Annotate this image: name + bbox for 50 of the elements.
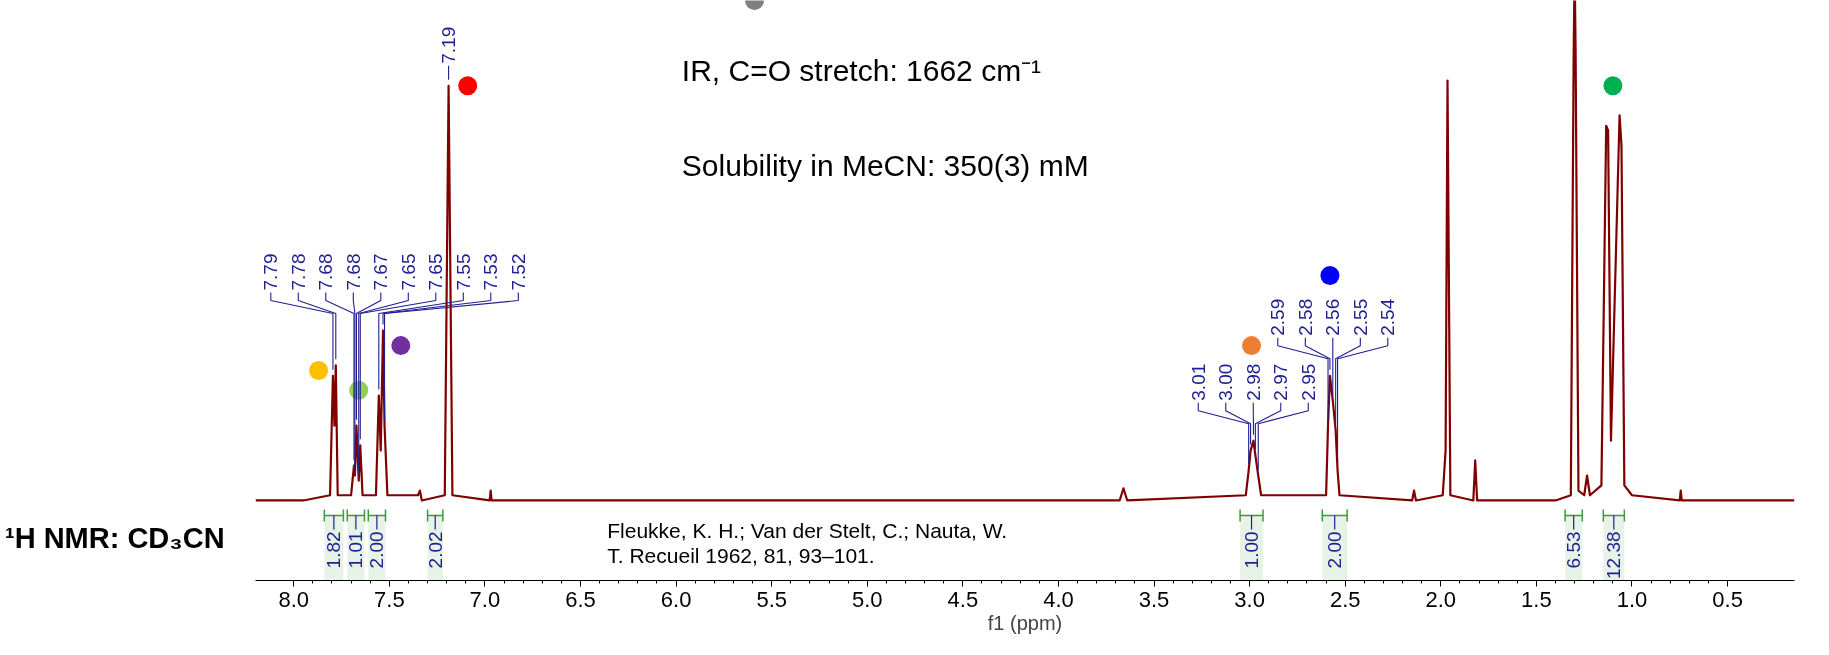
annotation: 2.95 — [1297, 363, 1319, 401]
band-label: 1.00 — [1241, 531, 1263, 569]
x-tick-label: 1.5 — [1521, 586, 1552, 612]
annotation: 2.56 — [1322, 298, 1344, 336]
band-label: 2.00 — [1324, 531, 1346, 569]
x-tick-label: 2.0 — [1425, 586, 1457, 612]
annotation: 2.55 — [1349, 298, 1371, 336]
x-tick-label: 5.0 — [851, 586, 883, 612]
annotation: 7.68 — [315, 253, 337, 291]
x-tick-label: 6.0 — [660, 586, 692, 612]
x-tick-label: 3.5 — [1138, 586, 1170, 612]
annotation: Solubility in MeCN: 350(3) mM — [681, 149, 1089, 182]
band-label: 2.00 — [366, 531, 388, 569]
band-label: 1.01 — [345, 531, 367, 569]
annotation: 3.01 — [1187, 363, 1209, 401]
x-tick-label: 2.5 — [1329, 586, 1361, 612]
band-label: 1.82 — [323, 531, 345, 569]
x-tick-label: 3.0 — [1234, 586, 1265, 612]
annotation: 7.79 — [260, 253, 282, 291]
x-tick-label: 0.5 — [1712, 586, 1743, 612]
x-tick-label: 6.5 — [565, 586, 596, 612]
annotation: 2.59 — [1267, 298, 1289, 336]
text: ¹H NMR: CD₃CN — [5, 521, 225, 556]
band-label: 6.53 — [1563, 531, 1585, 569]
x-tick-label: 4.5 — [947, 586, 979, 612]
x-tick-label: 4.0 — [1043, 586, 1074, 612]
annotation: 7.52 — [507, 253, 529, 291]
annotation: 7.67 — [370, 253, 392, 291]
annotation: 7.65 — [425, 253, 447, 291]
annotation: 7.68 — [342, 253, 364, 291]
band-label: 2.02 — [424, 531, 446, 569]
annotation: IR, C=O stretch: 1662 cm⁻¹ — [681, 54, 1042, 87]
x-tick-label: 8.0 — [278, 586, 310, 612]
annotation: Fleukke, K. H.; Van der Stelt, C.; Nauta, W. T. Recueil 1962, 81, 93–101. — [607, 518, 1008, 567]
x-tick-label: 7.0 — [469, 586, 501, 612]
annotation: 2.54 — [1377, 298, 1399, 336]
annotation: 7.53 — [480, 253, 502, 291]
annotation: 2.98 — [1242, 363, 1264, 401]
x-tick-label: 1.0 — [1616, 586, 1648, 612]
x-axis-title: f1 (ppm) — [987, 611, 1063, 634]
annotation: 7.65 — [397, 253, 419, 291]
annotation: 7.19 — [438, 26, 460, 64]
x-tick-label: 5.5 — [756, 586, 787, 612]
annotation: 7.55 — [452, 253, 474, 291]
band-label: 12.38 — [1603, 531, 1625, 580]
annotation: 3.00 — [1215, 363, 1237, 401]
annotation: 7.78 — [287, 253, 309, 291]
annotation: 2.97 — [1270, 363, 1292, 401]
x-tick-label: 7.5 — [374, 586, 405, 612]
annotation: 2.58 — [1294, 298, 1316, 336]
